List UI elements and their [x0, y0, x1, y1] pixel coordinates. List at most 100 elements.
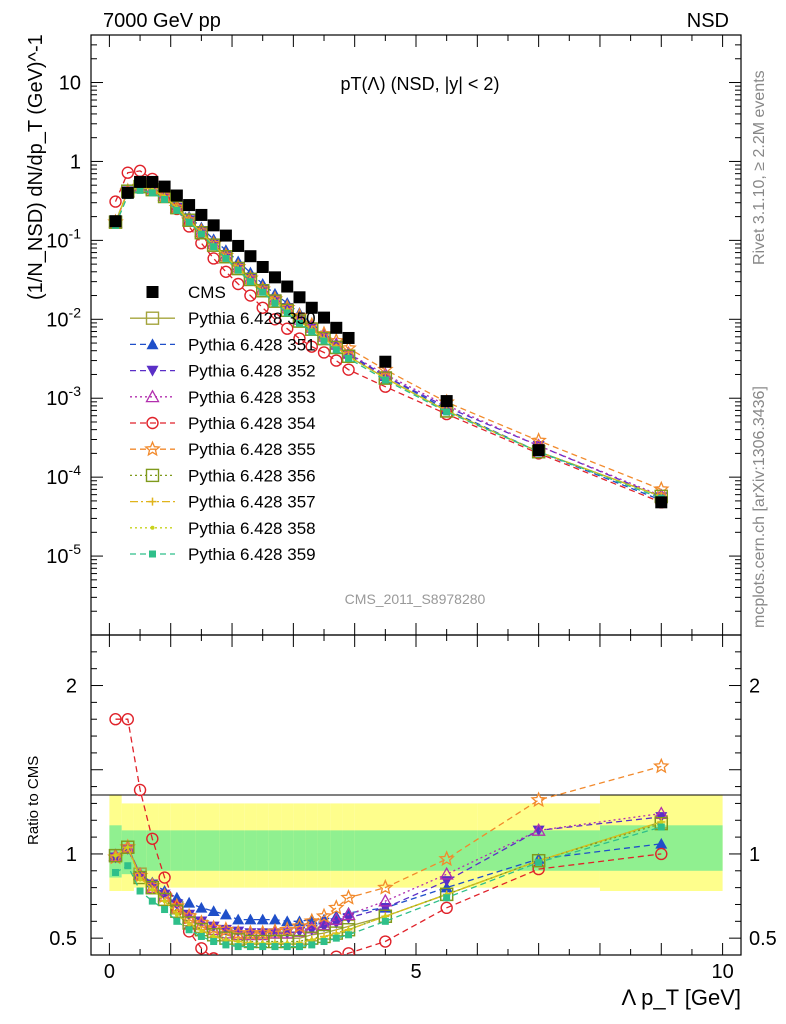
ratio-point-pythia-6-428-352-18: [330, 918, 343, 929]
ratio-point-pythia-6-428-355-18: [327, 899, 345, 915]
legend-marker-pythia-6-428-359: [149, 550, 156, 558]
main-point-pythia-6-428-359-13: [271, 299, 279, 307]
ratio-series-pythia-6-428-359: [112, 823, 665, 951]
main-point-pythia-6-428-356-7: [194, 226, 209, 240]
band-green-6: [182, 830, 196, 871]
main-point-pythia-6-428-354-8: [207, 252, 220, 265]
ratio-point-pythia-6-428-352-22: [532, 825, 545, 837]
main-point-cms-11: [244, 250, 257, 263]
band-green-3: [146, 830, 159, 871]
ratio-point-pythia-6-428-354-20: [379, 935, 392, 948]
y-tick-label-exp-4: -3: [69, 383, 82, 399]
ratio-point-pythia-6-428-359-11: [246, 943, 254, 951]
main-point-pythia-6-428-354-12: [256, 301, 269, 314]
ratio-point-pythia-6-428-355-17: [315, 907, 333, 924]
ratio-point-pythia-6-428-358-3: [150, 887, 155, 892]
y-tick-label-exp-2: -1: [69, 225, 82, 241]
header-left: 7000 GeV pp: [103, 10, 221, 32]
ratio-point-pythia-6-428-354-4: [158, 871, 171, 884]
main-point-pythia-6-428-354-14: [281, 322, 294, 335]
ratio-point-pythia-6-428-352-10: [232, 926, 245, 938]
main-point-cms-3: [146, 175, 159, 188]
ratio-point-pythia-6-428-351-6: [183, 896, 196, 908]
main-point-cms-0: [109, 215, 122, 228]
ratio-point-pythia-6-428-359-9: [222, 941, 230, 949]
main-point-cms-21: [440, 395, 453, 408]
y-tick-label-ratio-right-0: 0.5: [749, 928, 777, 950]
ratio-point-pythia-6-428-359-17: [320, 938, 328, 946]
ratio-point-pythia-6-428-359-20: [381, 917, 389, 925]
ratio-uncertainty-bands: [109, 795, 723, 891]
main-point-cms-23: [655, 496, 668, 509]
main-y-axis-label: (1/N_NSD) dN/dp_T (GeV)^-1: [25, 34, 47, 300]
main-point-cms-22: [532, 444, 545, 457]
ratio-point-pythia-6-428-358-5: [174, 912, 179, 917]
main-point-cms-17: [318, 311, 331, 324]
ratio-point-pythia-6-428-358-16: [309, 937, 314, 942]
ratio-point-pythia-6-428-354-10: [233, 961, 244, 972]
ratio-point-pythia-6-428-351-10: [232, 913, 245, 925]
main-point-pythia-6-428-356-12: [255, 284, 270, 298]
ratio-point-pythia-6-428-351-11: [244, 913, 257, 925]
y-tick-label-main-6: 10-5: [46, 541, 81, 568]
main-point-pythia-6-428-356-17: [317, 331, 331, 346]
y-tick-label-base-2: 10: [46, 230, 68, 252]
ratio-y-axis-label: Ratio to CMS: [25, 756, 42, 845]
legend-marker-pythia-6-428-358: [150, 525, 155, 530]
ratio-point-pythia-6-428-351-21: [440, 881, 453, 893]
ratio-point-pythia-6-428-359-12: [259, 943, 267, 951]
main-point-pythia-6-428-356-11: [243, 272, 258, 287]
band-green-14: [281, 830, 294, 871]
x-tick-label-2: 10: [711, 961, 733, 983]
y-tick-label-main-0: 10: [59, 73, 81, 95]
main-point-pythia-6-428-359-6: [185, 218, 193, 226]
main-point-pythia-6-428-359-12: [259, 288, 267, 296]
legend-marker-pythia-6-428-356: [145, 468, 160, 483]
ratio-point-pythia-6-428-359-19: [345, 931, 353, 939]
main-point-pythia-6-428-359-19: [345, 354, 353, 362]
ratio-point-pythia-6-428-359-7: [197, 932, 205, 940]
y-tick-label-main-5: 10-4: [46, 462, 81, 489]
ratio-point-pythia-6-428-352-6: [183, 909, 196, 921]
legend-label-pythia-6-428-357: Pythia 6.428 357: [188, 493, 316, 512]
ratio-point-pythia-6-428-353-19: [341, 907, 356, 921]
y-tick-label-base-5: 10: [46, 467, 68, 489]
ratio-point-pythia-6-428-358-2: [138, 877, 143, 882]
ratio-point-pythia-6-428-355-14: [279, 920, 296, 937]
ratio-point-pythia-6-428-359-2: [136, 887, 144, 895]
band-green-10: [232, 830, 245, 871]
ratio-point-pythia-6-428-356-5: [170, 904, 184, 918]
legend-label-cms: CMS: [188, 283, 226, 302]
ratio-point-pythia-6-428-351-9: [219, 908, 232, 920]
ratio-point-pythia-6-428-352-19: [342, 913, 355, 924]
ratio-point-pythia-6-428-359-13: [271, 943, 279, 951]
ratio-point-pythia-6-428-359-23: [657, 823, 665, 831]
ratio-point-pythia-6-428-351-14: [281, 915, 294, 927]
ratio-point-pythia-6-428-354-8: [208, 952, 219, 955]
legend-label-pythia-6-428-358: Pythia 6.428 358: [188, 519, 316, 538]
legend-marker-pythia-6-428-352: [146, 365, 159, 377]
ratio-point-pythia-6-428-359-5: [173, 917, 181, 925]
main-point-cms-2: [134, 175, 147, 188]
ratio-point-pythia-6-428-359-22: [535, 858, 543, 866]
main-point-cms-20: [379, 355, 392, 368]
ratio-point-pythia-6-428-352-4: [158, 889, 171, 901]
header-right: NSD: [687, 10, 729, 32]
band-green-5: [170, 830, 183, 871]
band-green-4: [158, 830, 171, 871]
y-tick-label-ratio-left-0: 0.5: [49, 928, 77, 950]
main-point-pythia-6-428-356-6: [182, 213, 196, 227]
main-point-cms-10: [232, 239, 245, 252]
main-point-pythia-6-428-356-15: [292, 314, 307, 328]
legend-label-pythia-6-428-351: Pythia 6.428 351: [188, 335, 316, 354]
ratio-point-pythia-6-428-355-19: [340, 888, 357, 905]
main-point-pythia-6-428-354-9: [219, 265, 233, 278]
side-label-bottom: mcplots.cern.ch [arXiv:1306.3436]: [751, 386, 768, 628]
legend-label-pythia-6-428-353: Pythia 6.428 353: [188, 388, 316, 407]
ratio-point-pythia-6-428-351-23: [655, 837, 668, 849]
ratio-point-pythia-6-428-358-4: [162, 899, 167, 904]
x-tick-label-0: 0: [104, 961, 115, 983]
y-tick-label-exp-3: -2: [69, 304, 82, 320]
main-point-cms-12: [256, 260, 269, 273]
ratio-point-pythia-6-428-354-7: [195, 942, 208, 955]
